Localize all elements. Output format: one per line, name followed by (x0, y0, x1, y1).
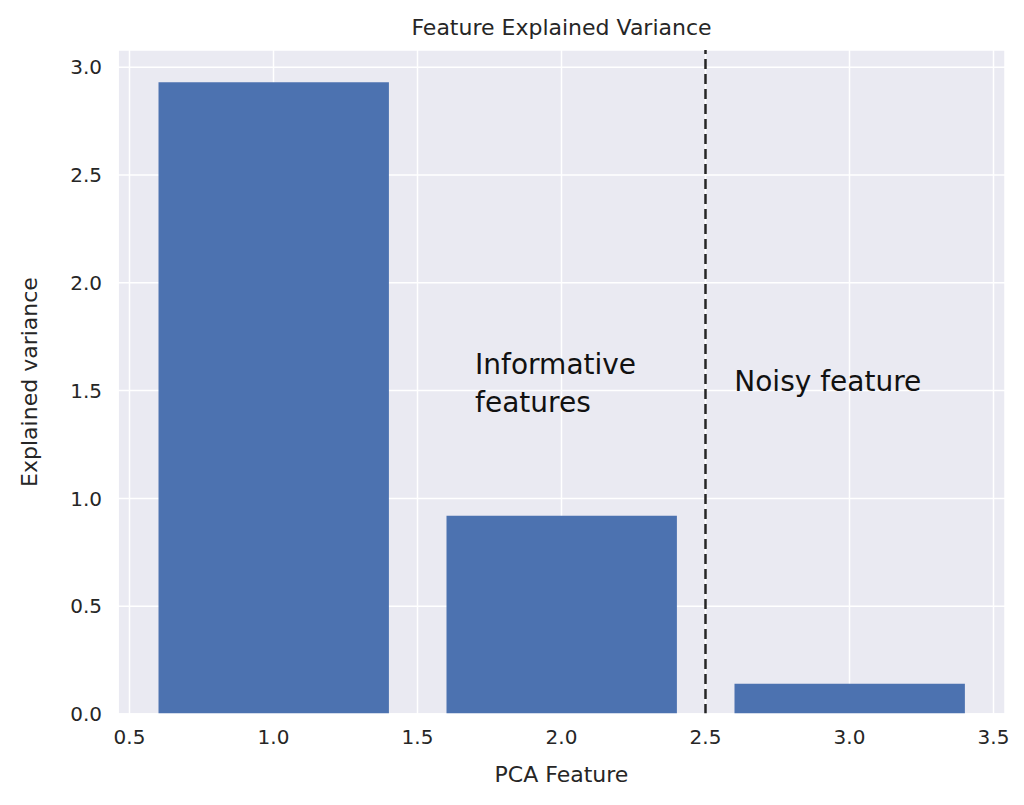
svg-text:3.0: 3.0 (834, 725, 866, 749)
html-text:Feature Explained Variance: Feature Explained Variance (411, 15, 712, 40)
svg-text:3.0: 3.0 (70, 55, 102, 79)
svg-text:2.5: 2.5 (70, 163, 102, 187)
svg-text:Noisy feature: Noisy feature (734, 365, 921, 398)
svg-text:0.0: 0.0 (70, 702, 102, 726)
html-text:PCA Feature: PCA Feature (494, 762, 629, 787)
svg-text:2.0: 2.0 (546, 725, 578, 749)
svg-text:2.0: 2.0 (70, 271, 102, 295)
svg-text:1.0: 1.0 (258, 725, 290, 749)
svg-text:2.5: 2.5 (690, 725, 722, 749)
svg-text:1.0: 1.0 (70, 487, 102, 511)
svg-text:1.5: 1.5 (70, 379, 102, 403)
svg-text:0.5: 0.5 (70, 594, 102, 618)
html-text:Explained variance: Explained variance (17, 277, 42, 487)
svg-text:1.5: 1.5 (402, 725, 434, 749)
svg-text:0.5: 0.5 (114, 725, 146, 749)
svg-text:Informativefeatures: Informativefeatures (475, 348, 636, 419)
svg-text:3.5: 3.5 (978, 725, 1010, 749)
